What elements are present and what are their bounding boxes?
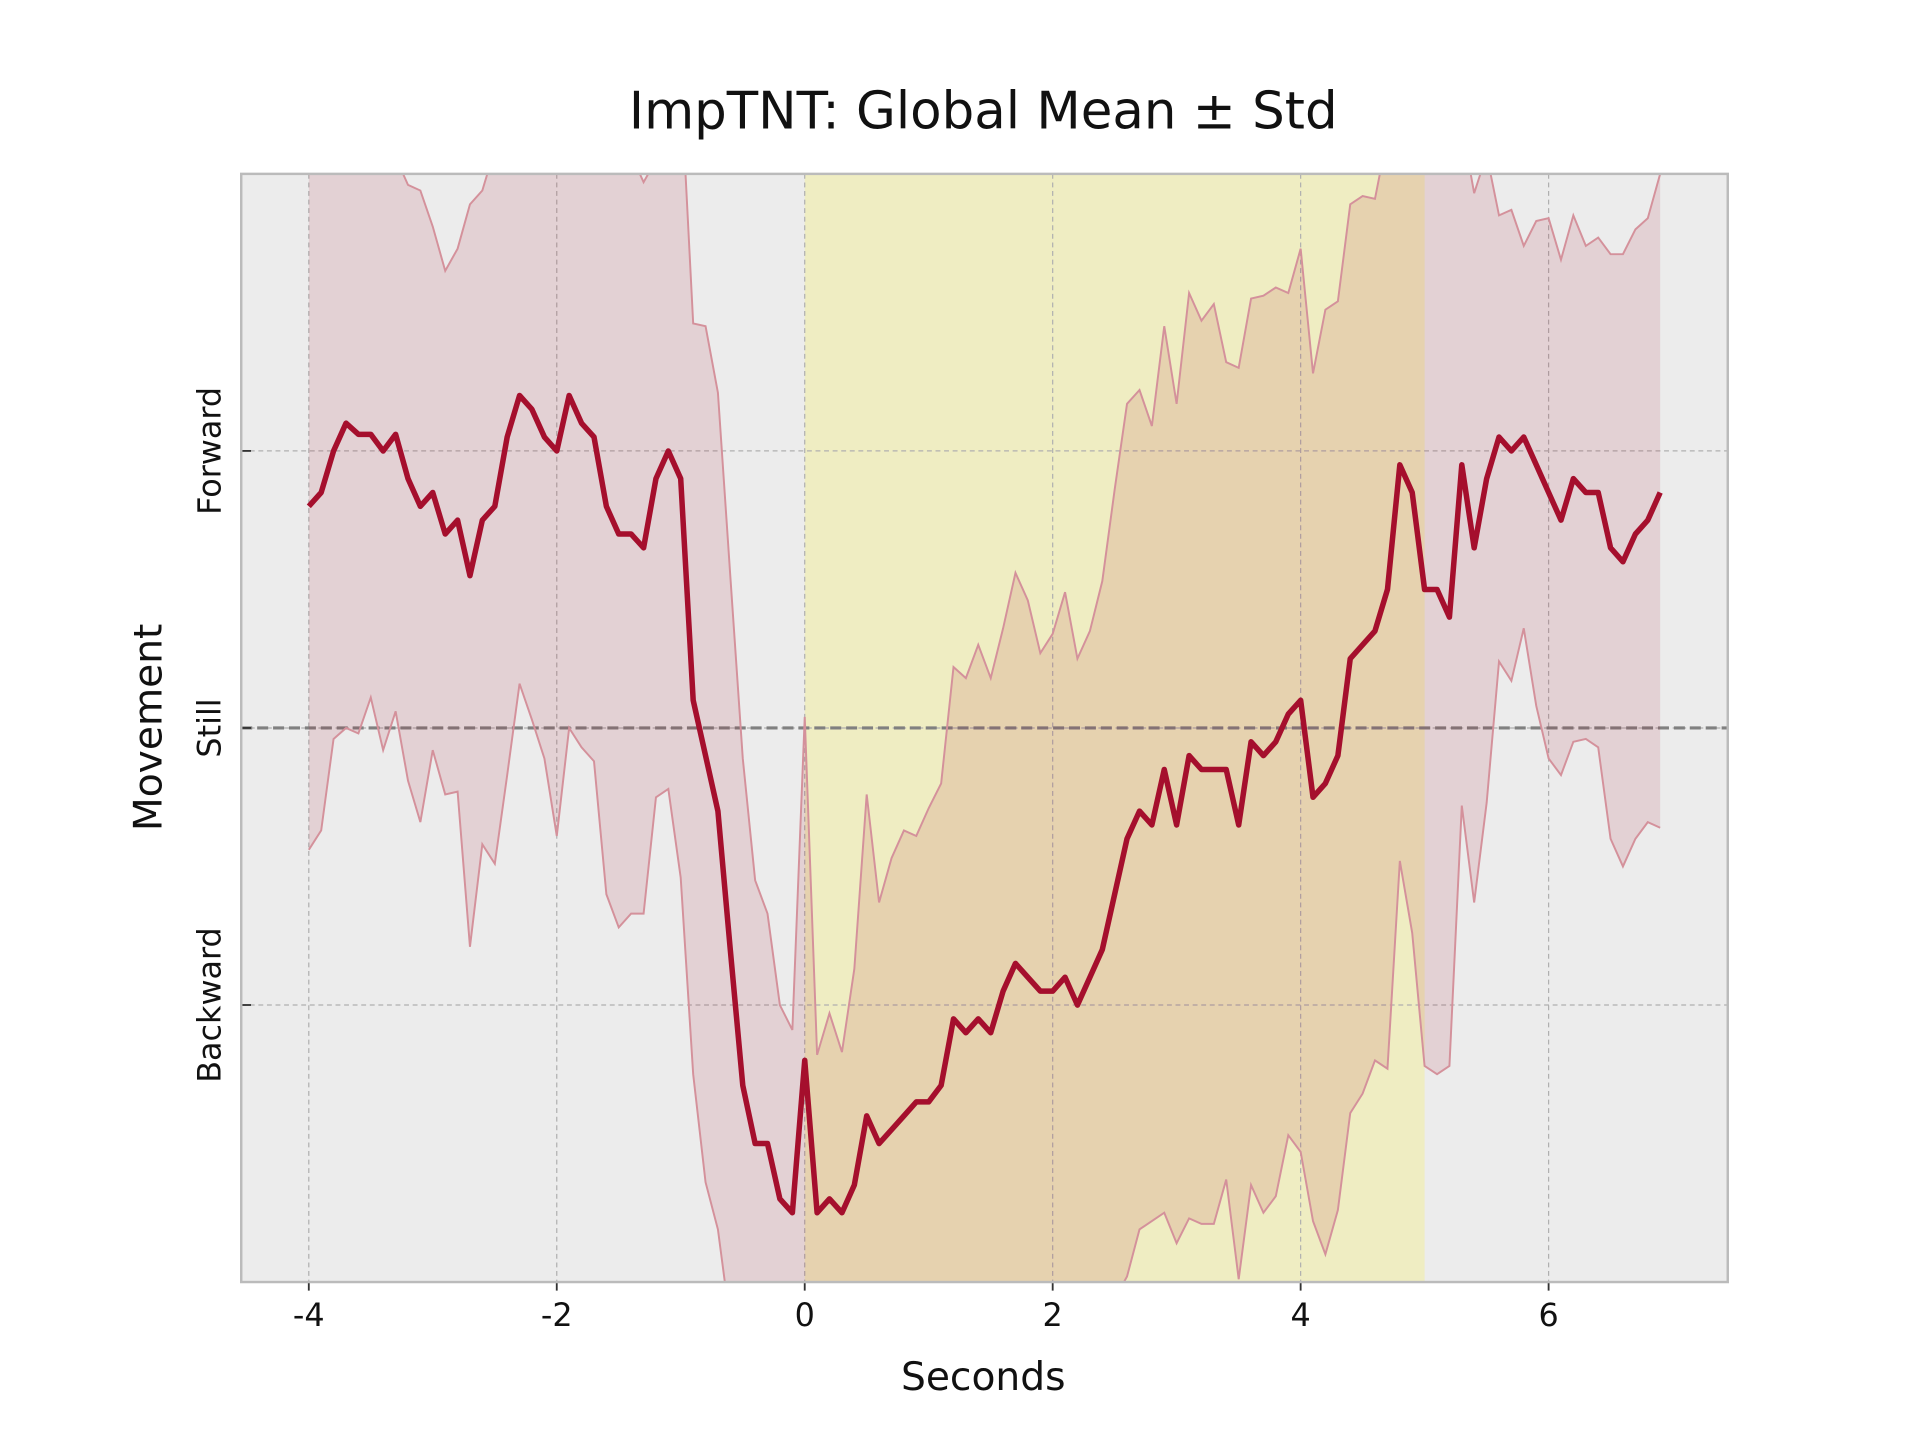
x-tick-label: 0	[795, 1296, 815, 1334]
x-tick-label: -4	[293, 1296, 325, 1334]
plot-frame	[240, 172, 1729, 1284]
x-tick-label: -2	[541, 1296, 573, 1334]
y-tick-label: Backward	[190, 927, 228, 1083]
y-tick-label: Still	[190, 698, 228, 757]
plot-area	[241, 173, 1728, 1283]
x-tick-label: 2	[1043, 1296, 1063, 1334]
chart-title: ImpTNT: Global Mean ± Std	[629, 82, 1338, 142]
std-lower-edge	[307, 628, 1661, 1283]
x-tick-label: 6	[1538, 1296, 1558, 1334]
x-axis-label: Seconds	[901, 1355, 1066, 1400]
y-axis-label: Movement	[127, 624, 172, 832]
std-band	[308, 173, 1661, 1283]
mean-line	[306, 392, 1663, 1216]
y-tick-label: Forward	[190, 387, 228, 515]
x-tick-label: 4	[1291, 1296, 1311, 1334]
std-upper-edge	[402, 173, 1662, 1056]
